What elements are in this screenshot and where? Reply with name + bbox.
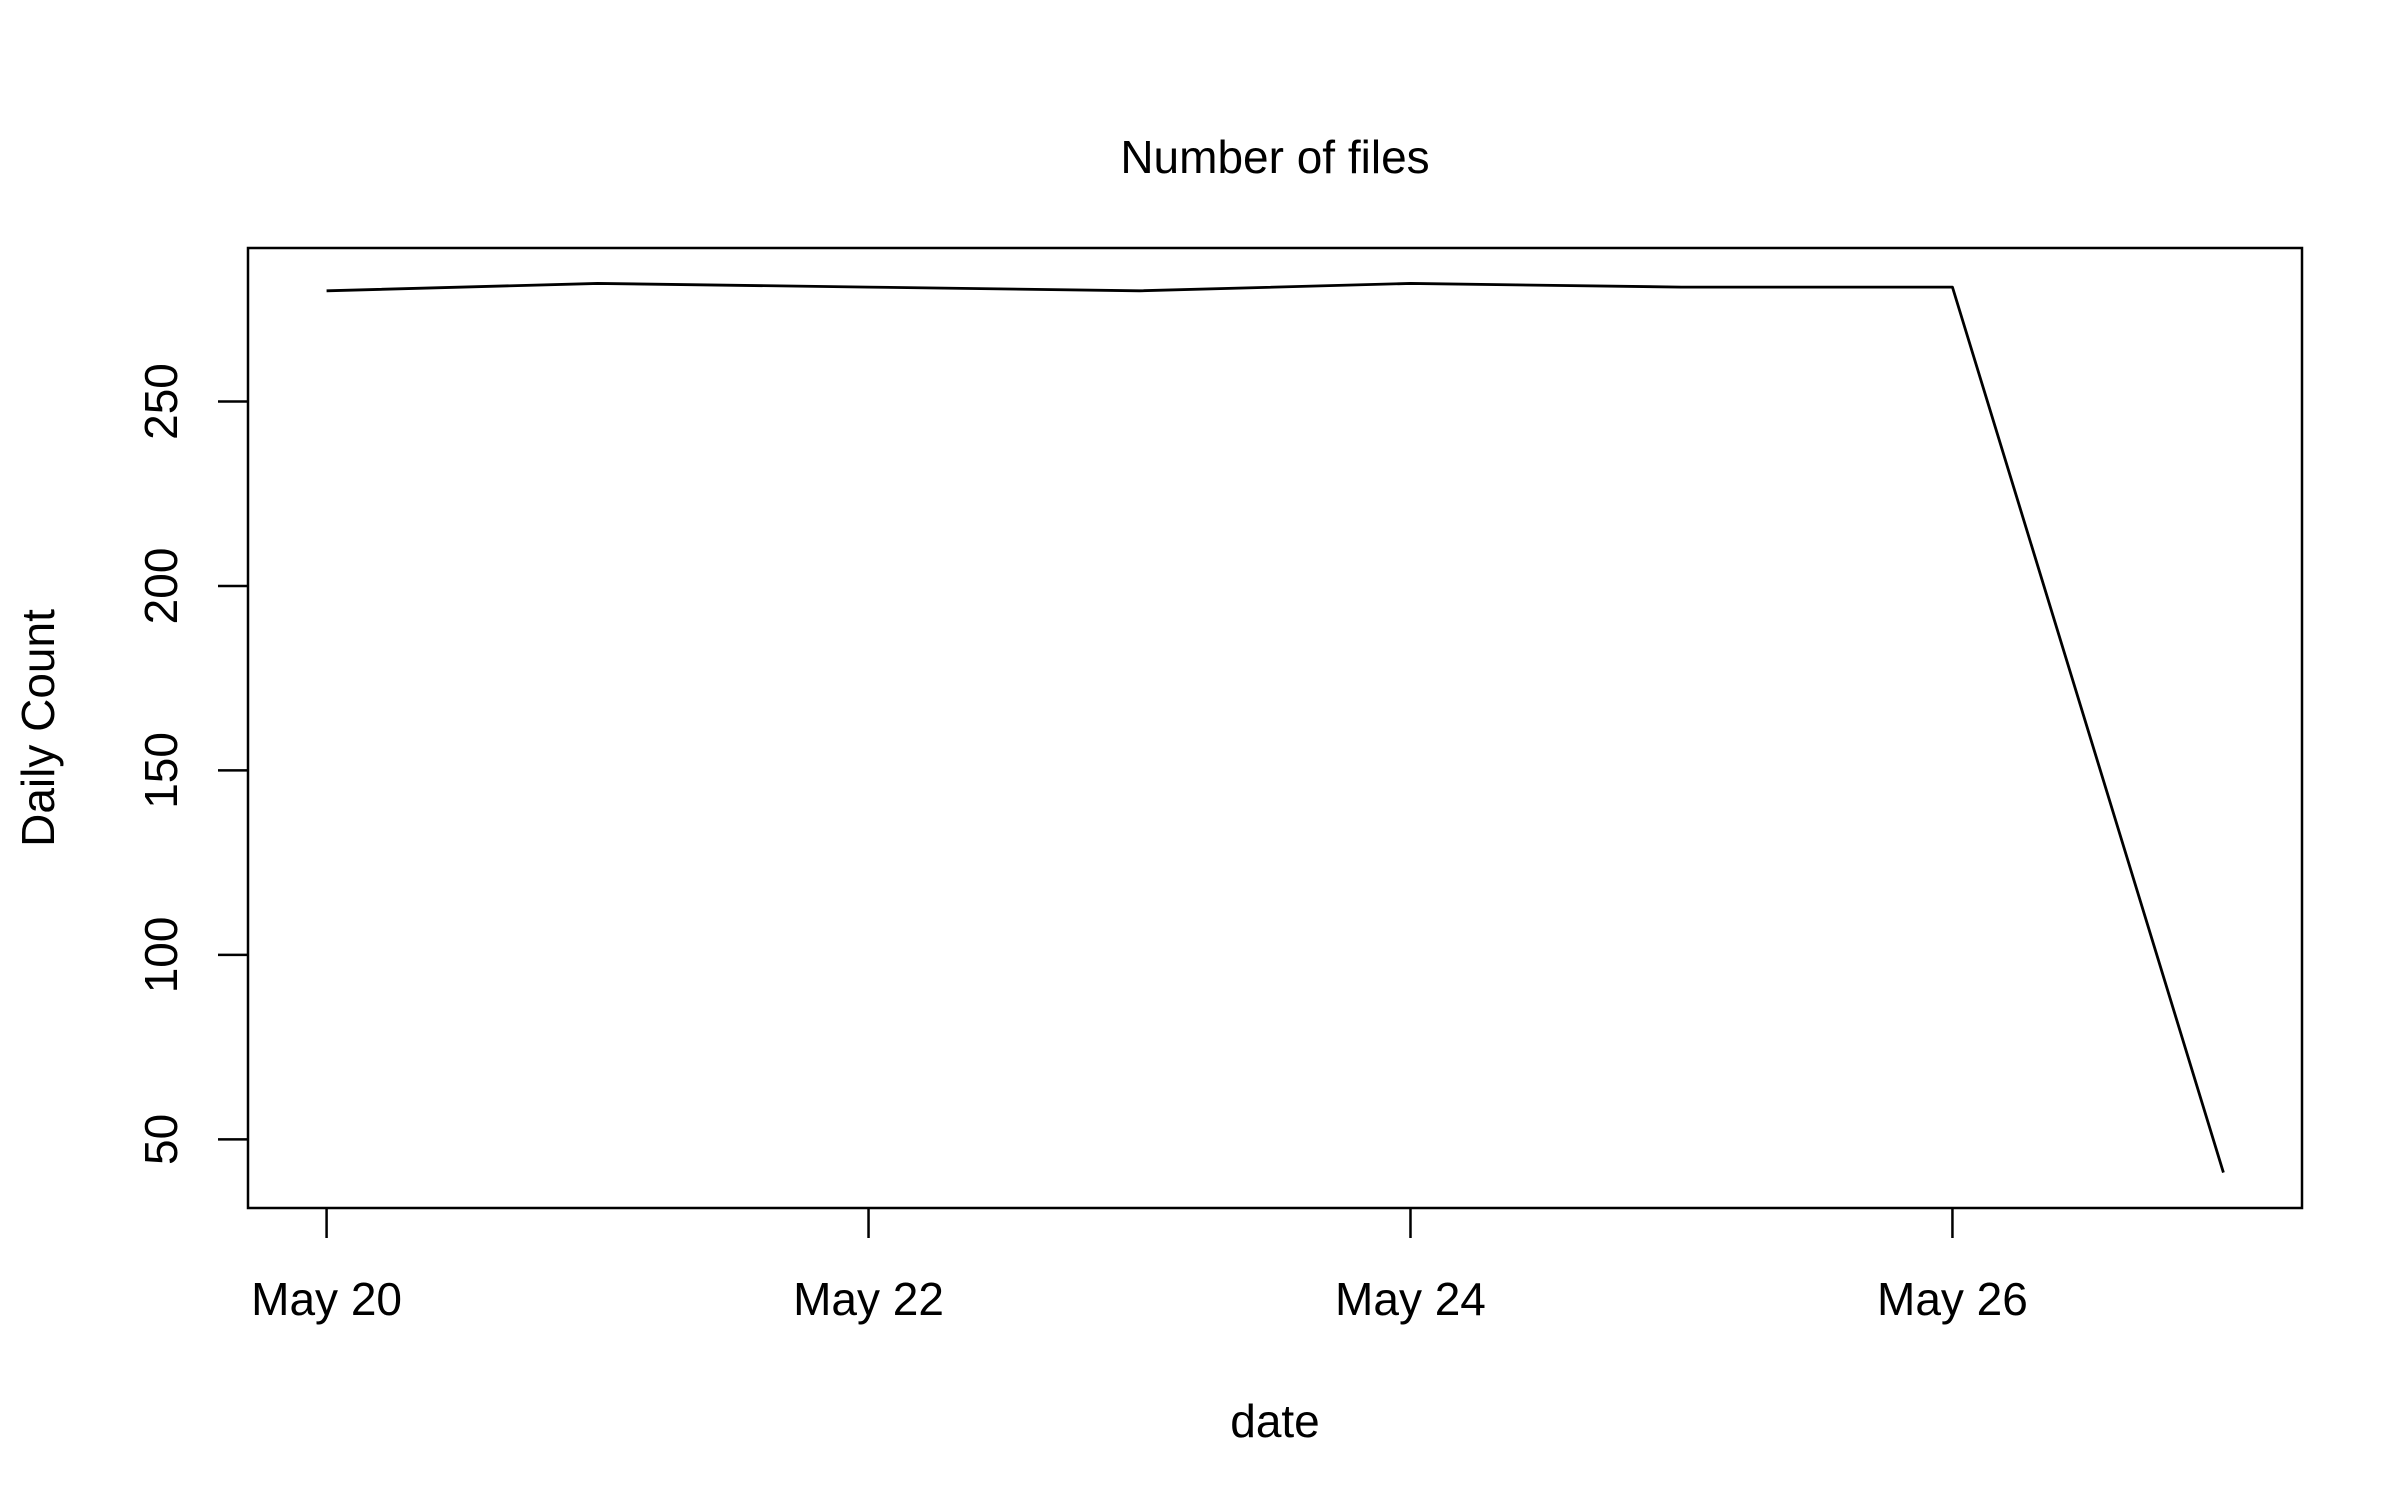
y-axis: 50 100 150 200 250 <box>135 363 248 1165</box>
chart-title: Number of files <box>1120 131 1429 183</box>
x-axis: May 20 May 22 May 24 May 26 <box>251 1208 2028 1325</box>
y-tick-label: 250 <box>135 363 187 440</box>
series-layer <box>326 282 2225 1173</box>
x-tick-label: May 22 <box>793 1273 944 1325</box>
y-tick-label: 100 <box>135 917 187 994</box>
y-tick-label: 150 <box>135 732 187 809</box>
x-tick-label: May 20 <box>251 1273 402 1325</box>
plot-area-frame <box>246 246 2304 1210</box>
y-tick-label: 50 <box>135 1114 187 1165</box>
x-tick-label: May 24 <box>1335 1273 1486 1325</box>
x-tick-label: May 26 <box>1877 1273 2028 1325</box>
x-axis-label: date <box>1230 1395 1320 1447</box>
y-tick-label: 200 <box>135 548 187 625</box>
series-line <box>326 282 2225 1173</box>
y-axis-label: Daily Count <box>12 609 64 847</box>
